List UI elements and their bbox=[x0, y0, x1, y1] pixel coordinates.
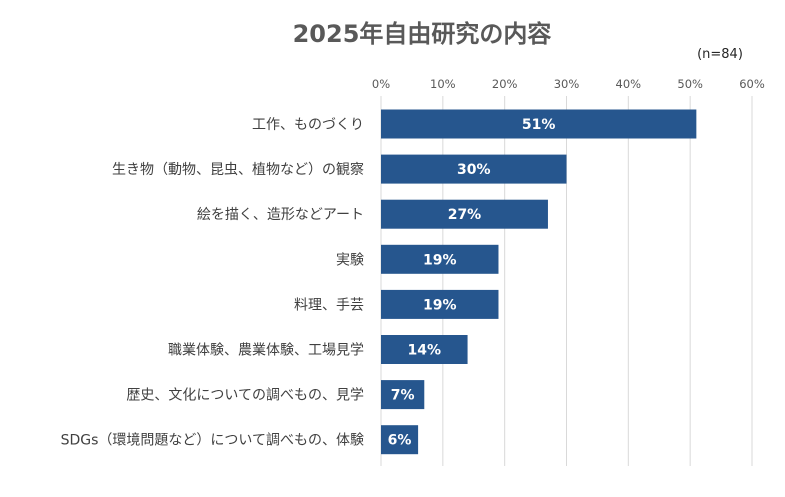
bar bbox=[381, 244, 499, 274]
category-label: 歴史、文化についての調べもの、見学 bbox=[126, 388, 364, 404]
category-label: SDGs（環境問題など）について調べもの、体験 bbox=[61, 433, 364, 449]
x-tick-label: 40% bbox=[616, 77, 642, 91]
x-tick-label: 0% bbox=[372, 77, 390, 91]
x-tick-label: 10% bbox=[430, 77, 456, 91]
bar bbox=[381, 109, 697, 139]
gridlines bbox=[380, 96, 753, 466]
bar bbox=[381, 289, 499, 319]
bar-value-label: 19% bbox=[423, 297, 457, 313]
category-label: 料理、手芸 bbox=[294, 297, 364, 313]
category-labels: 工作、ものづくり生き物（動物、昆虫、植物など）の観察絵を描く、造形などアート実験… bbox=[61, 117, 364, 449]
category-label: 職業体験、農業体験、工場見学 bbox=[168, 343, 364, 359]
chart-title: 2025年自由研究の内容 bbox=[293, 20, 552, 48]
bar-value-label: 6% bbox=[388, 433, 412, 449]
bar-value-label: 14% bbox=[408, 343, 442, 359]
x-axis-ticks: 0% 10% 20% 30% 40% 50% 60% bbox=[372, 77, 765, 91]
sample-size-note: (n=84) bbox=[697, 47, 743, 62]
category-label: 実験 bbox=[336, 252, 364, 268]
bar-value-label: 51% bbox=[522, 117, 556, 133]
x-tick-label: 20% bbox=[492, 77, 518, 91]
category-label: 生き物（動物、昆虫、植物など）の観察 bbox=[112, 161, 364, 178]
bar bbox=[381, 199, 548, 229]
bar bbox=[381, 154, 567, 184]
category-label: 絵を描く、造形などアート bbox=[197, 207, 364, 223]
bar bbox=[381, 380, 425, 410]
bar bbox=[381, 335, 468, 364]
x-tick-label: 50% bbox=[677, 77, 703, 91]
bar-value-label: 7% bbox=[391, 388, 415, 404]
bar bbox=[381, 425, 419, 455]
category-label: 工作、ものづくり bbox=[252, 117, 364, 133]
x-tick-label: 30% bbox=[554, 77, 580, 91]
bar-value-label: 30% bbox=[457, 162, 491, 178]
bar-value-label: 19% bbox=[423, 252, 457, 268]
x-tick-label: 60% bbox=[739, 77, 765, 91]
bar-value-label: 27% bbox=[448, 207, 482, 223]
bars: 51% 30% 27% 19% 19% 14% 7% 6% bbox=[381, 109, 697, 455]
